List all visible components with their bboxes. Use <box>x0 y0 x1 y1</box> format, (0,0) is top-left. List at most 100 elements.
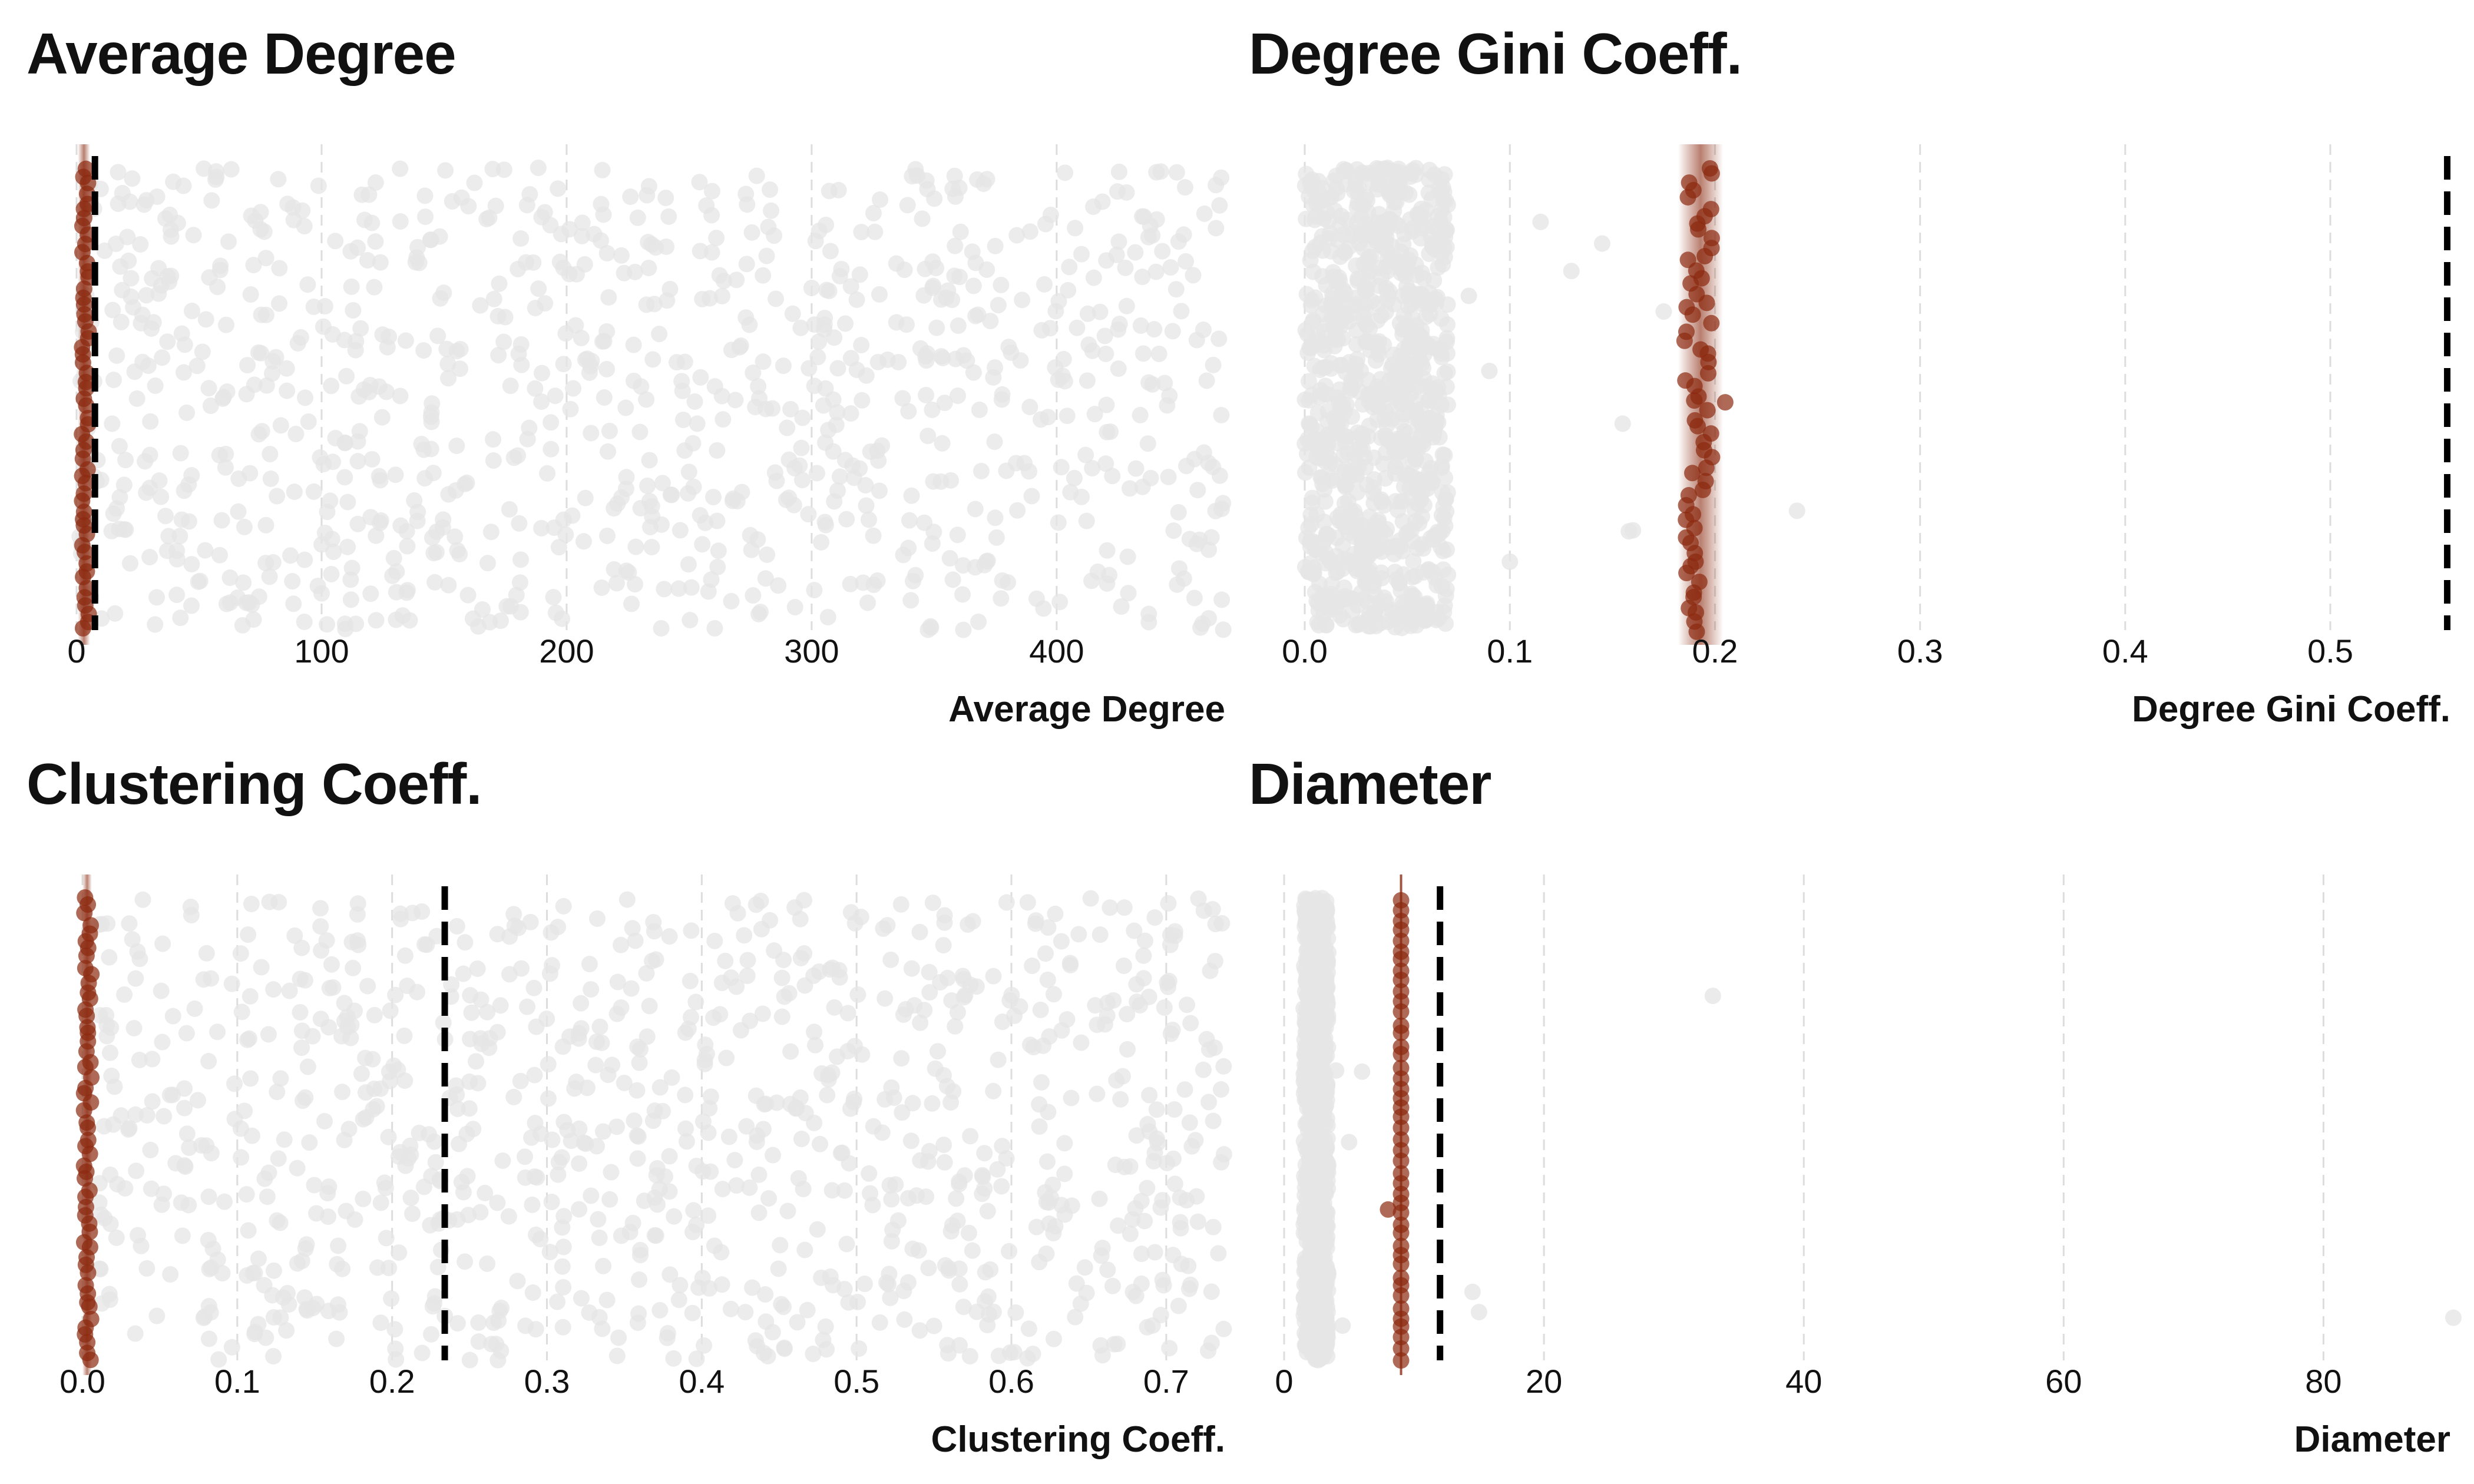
tick-label: 0.4 <box>2102 632 2148 670</box>
background-point <box>108 1229 125 1246</box>
background-point <box>594 1123 611 1140</box>
background-point <box>1023 488 1040 505</box>
background-point <box>141 549 158 566</box>
background-point <box>755 1344 772 1362</box>
background-point <box>1307 289 1324 306</box>
background-point <box>1136 932 1153 949</box>
background-point <box>470 1314 487 1331</box>
background-point <box>349 453 366 470</box>
background-point <box>409 983 426 1001</box>
background-point <box>330 1237 347 1254</box>
background-point <box>1301 392 1318 409</box>
background-point <box>1040 409 1057 426</box>
tick-label: 300 <box>784 632 839 670</box>
background-point <box>148 1307 166 1324</box>
background-point <box>1314 306 1331 323</box>
background-point <box>736 927 753 944</box>
background-point <box>980 1306 997 1323</box>
background-point <box>321 979 338 996</box>
background-point <box>306 1177 323 1194</box>
highlight-point <box>1690 221 1707 238</box>
background-point <box>763 202 780 219</box>
background-point <box>815 397 832 414</box>
background-point <box>372 1080 389 1097</box>
background-point <box>871 482 888 499</box>
highlight-point <box>1698 294 1715 312</box>
background-point <box>666 1208 683 1225</box>
background-point <box>483 1336 500 1353</box>
background-point <box>1051 594 1069 611</box>
background-point <box>924 895 941 912</box>
background-point <box>932 473 950 490</box>
background-point <box>1378 521 1395 538</box>
background-point <box>1310 173 1327 190</box>
background-point <box>623 595 640 612</box>
background-point <box>1387 493 1404 510</box>
background-point <box>1350 273 1367 290</box>
background-point <box>1096 327 1113 344</box>
background-point <box>380 1128 397 1145</box>
background-point <box>881 1177 898 1194</box>
background-point <box>164 1008 181 1025</box>
background-point <box>1057 164 1074 181</box>
background-point <box>1024 958 1041 975</box>
background-point <box>971 401 988 418</box>
background-point <box>115 476 133 493</box>
background-point <box>1135 970 1152 987</box>
background-point <box>823 1182 841 1199</box>
background-point <box>1087 997 1104 1014</box>
background-point <box>645 913 662 930</box>
background-point <box>1180 1257 1197 1274</box>
background-point <box>338 1203 355 1220</box>
background-point <box>313 536 330 553</box>
background-point <box>446 528 464 545</box>
background-point <box>101 1044 118 1061</box>
background-point <box>108 347 125 364</box>
background-point <box>312 900 329 917</box>
background-point <box>121 915 138 932</box>
background-point <box>1156 999 1173 1016</box>
background-point <box>573 1020 590 1037</box>
background-point <box>799 1301 816 1319</box>
background-point <box>741 1179 758 1196</box>
background-point <box>342 571 359 588</box>
background-point <box>1625 522 1642 539</box>
background-point <box>904 168 921 185</box>
background-point <box>1162 259 1179 276</box>
background-point <box>796 977 813 994</box>
highlight-point <box>1380 1201 1397 1218</box>
background-point <box>748 167 765 184</box>
background-point <box>1393 168 1410 186</box>
background-point <box>500 1208 517 1225</box>
background-point <box>1313 446 1330 463</box>
background-point <box>217 445 234 462</box>
background-point <box>414 903 431 920</box>
background-point <box>1031 1118 1048 1135</box>
background-point <box>627 538 644 555</box>
background-point <box>865 1118 882 1135</box>
background-point <box>1207 502 1224 519</box>
highlight-point <box>1393 1003 1410 1020</box>
background-point <box>156 1108 173 1125</box>
background-point <box>1118 184 1135 201</box>
background-point <box>861 1165 878 1182</box>
highlight-point <box>1679 188 1696 206</box>
degree-gini-panel: Degree Gini Coeff. 0.0 0.1 0.2 0.3 0.4 0.5 Deg… <box>1249 21 2456 739</box>
background-point <box>1073 1034 1090 1051</box>
background-point <box>944 571 961 588</box>
x-axis-title: Degree Gini Coeff. <box>2132 689 2450 730</box>
background-point <box>724 492 741 509</box>
background-point <box>233 1003 250 1021</box>
background-point <box>325 544 342 561</box>
highlight-point <box>76 905 93 922</box>
background-point <box>596 389 613 406</box>
background-point <box>392 387 409 405</box>
background-point <box>1211 197 1228 214</box>
background-point <box>189 1092 206 1109</box>
background-point <box>1298 210 1315 227</box>
background-point <box>1195 322 1212 339</box>
background-point <box>194 343 211 360</box>
diameter-plot: 0 20 40 60 80 Diameter <box>1275 874 2462 1460</box>
background-point <box>355 1111 372 1128</box>
background-point <box>600 289 617 306</box>
